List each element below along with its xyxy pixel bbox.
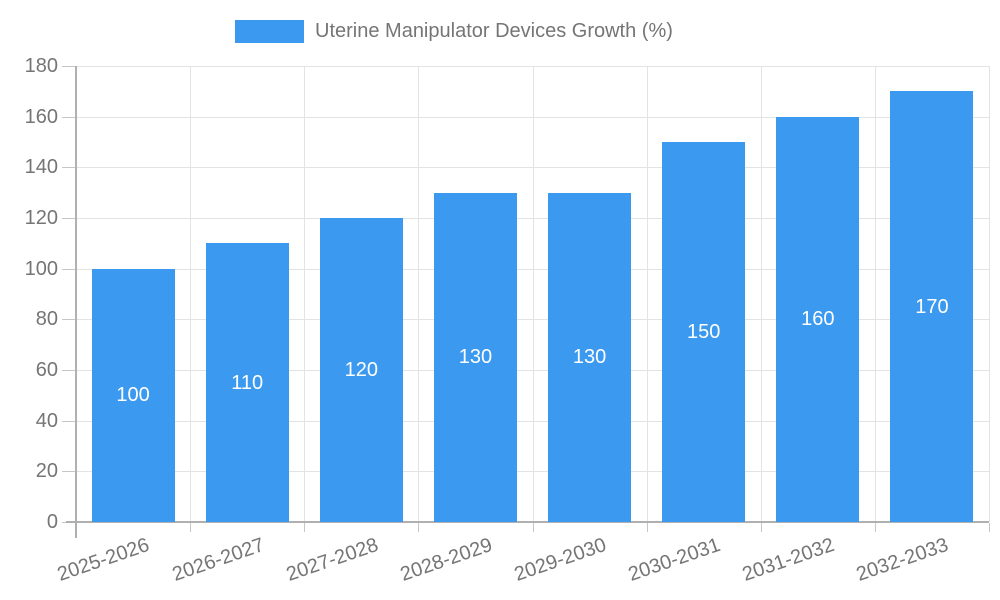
bar-value-label: 120 [344, 359, 378, 381]
y-axis-tick [62, 116, 76, 118]
gridline-horizontal [62, 167, 989, 169]
x-axis-tick [989, 523, 990, 532]
bar-value-label: 130 [458, 346, 493, 369]
bar[interactable] [205, 243, 289, 522]
y-axis-tick [62, 66, 76, 67]
gridline-horizontal [62, 420, 989, 422]
y-axis-tick [62, 471, 76, 473]
x-axis-tick [418, 523, 420, 532]
y-axis-tick-label: 180 [24, 55, 58, 77]
y-axis-tick [62, 268, 76, 270]
bar-value-label: 160 [801, 308, 835, 331]
gridline-vertical [989, 66, 990, 522]
y-axis-tick-label: 100 [24, 257, 58, 280]
gridline-vertical [646, 66, 648, 522]
bar[interactable] [890, 91, 974, 522]
x-axis-tick-label: 2029-2030 [511, 533, 610, 586]
bar-value-label: 150 [687, 321, 721, 343]
gridline-vertical [760, 66, 762, 522]
gridline-vertical [304, 66, 306, 522]
gridline-horizontal [62, 268, 989, 270]
x-axis-tick-label: 2026-2027 [169, 533, 267, 586]
y-axis-tick-label: 0 [46, 511, 58, 533]
legend[interactable]: Uterine Manipulator Devices Growth (%) [235, 19, 673, 43]
gridline-vertical [532, 66, 534, 522]
x-axis-tick-label: 2031-2032 [739, 533, 838, 586]
y-axis-tick-label: 140 [24, 156, 58, 179]
x-axis-tick [532, 523, 534, 532]
y-axis-tick-label: 120 [24, 207, 58, 229]
y-axis-tick-label: 40 [35, 409, 58, 432]
bar[interactable] [319, 218, 403, 522]
bar-value-label: 100 [116, 384, 150, 407]
bar[interactable] [776, 116, 860, 522]
legend-label: Uterine Manipulator Devices Growth (%) [315, 20, 673, 42]
y-axis-tick [62, 319, 76, 321]
x-axis-tick [874, 523, 876, 532]
gridline-horizontal [62, 116, 989, 118]
y-axis-tick [62, 370, 76, 371]
gridline-vertical [874, 66, 876, 522]
y-axis-tick-label: 160 [24, 105, 58, 128]
x-axis-tick-label: 2025-2026 [54, 533, 153, 586]
y-axis-tick-label: 80 [35, 308, 58, 331]
legend-swatch [235, 19, 304, 43]
gridline-vertical [418, 66, 420, 522]
bar-value-label: 130 [572, 346, 607, 369]
bar[interactable] [548, 192, 632, 522]
x-axis-tick-label: 2027-2028 [283, 533, 381, 586]
y-axis-tick [62, 420, 76, 422]
bar[interactable] [91, 268, 175, 522]
gridline-vertical [190, 66, 192, 522]
x-axis-tick [646, 523, 648, 532]
y-axis-tick [62, 167, 76, 169]
x-axis-tick [190, 523, 192, 532]
x-axis-tick [760, 523, 762, 532]
bar[interactable] [433, 192, 517, 522]
x-axis-line [66, 521, 989, 523]
y-axis-tick [62, 218, 76, 219]
bar-value-label: 170 [915, 295, 949, 318]
x-axis-tick-label: 2030-2031 [625, 533, 724, 586]
y-axis-line [75, 66, 77, 538]
x-axis-tick-label: 2028-2029 [397, 533, 495, 586]
gridline-horizontal [62, 66, 989, 67]
gridline-horizontal [62, 319, 989, 321]
gridline-horizontal [62, 471, 989, 473]
bar[interactable] [662, 142, 746, 522]
x-axis-tick-label: 2032-2033 [853, 533, 952, 586]
gridline-horizontal [62, 218, 989, 219]
y-axis-tick-label: 60 [35, 359, 58, 381]
x-axis-tick [304, 523, 306, 532]
y-axis-tick-label: 20 [35, 460, 58, 483]
gridline-horizontal [62, 370, 989, 371]
bar-value-label: 110 [231, 371, 264, 394]
